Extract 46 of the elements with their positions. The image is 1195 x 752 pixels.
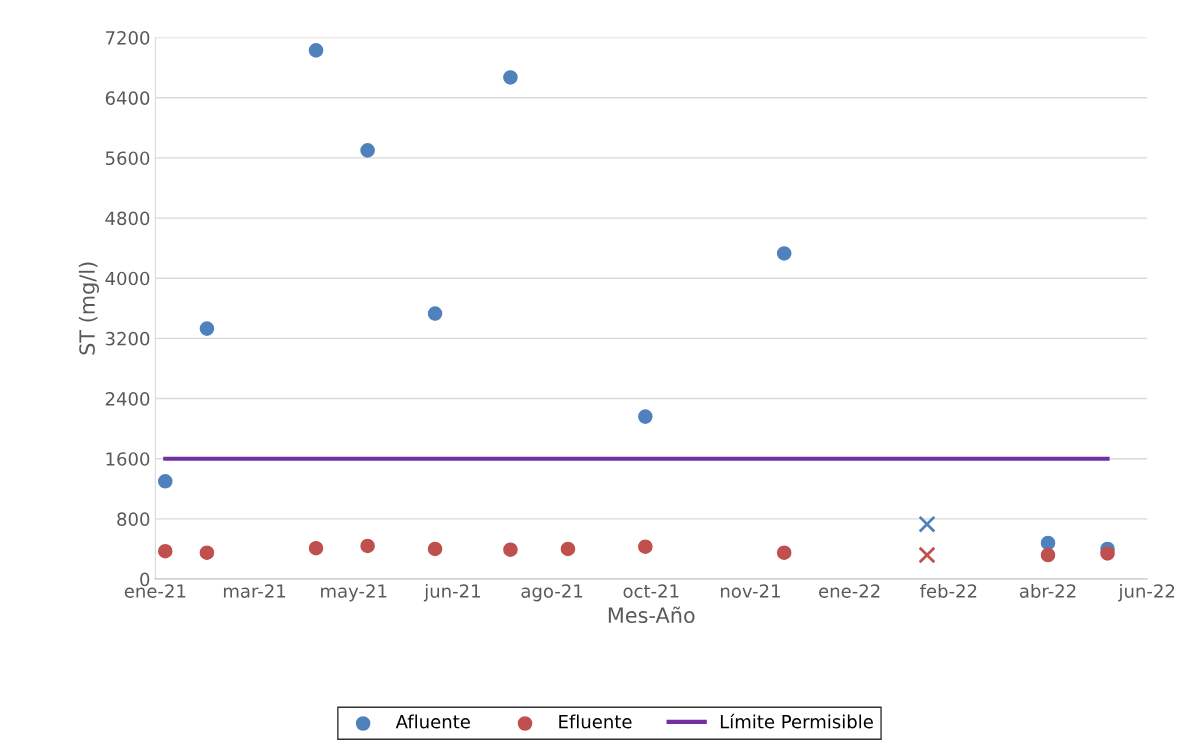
legend-label: Afluente <box>395 714 470 729</box>
x-tick-label: feb-22 <box>920 583 977 598</box>
x-tick-label: ago-21 <box>521 584 583 602</box>
x-tick-label: ene-22 <box>819 584 880 598</box>
point <box>638 409 653 424</box>
x-tick-label: oct-21 <box>623 584 679 598</box>
x-tick-label: jun-21 <box>423 583 480 602</box>
point <box>427 306 443 321</box>
x-tick-label: may-21 <box>321 584 387 602</box>
point <box>1100 546 1115 561</box>
legend-label: Límite Permisible <box>720 713 873 729</box>
y-tick-label: 5600 <box>105 151 150 166</box>
x-tick-label: abr-22 <box>1019 583 1076 598</box>
point <box>157 543 173 559</box>
point <box>308 540 324 556</box>
y-tick-label: 2400 <box>105 392 150 406</box>
point <box>157 473 173 489</box>
point <box>503 70 518 85</box>
point <box>776 545 792 561</box>
point <box>1040 535 1056 551</box>
x-axis-title: Mes-Año <box>608 606 695 624</box>
point <box>776 246 792 261</box>
y-tick-label: 6400 <box>105 91 150 105</box>
y-axis-title: ST (mg/l) <box>78 262 99 355</box>
x-tick-label: mar-21 <box>223 584 286 598</box>
point <box>918 546 936 564</box>
y-tick-label: 4800 <box>105 211 150 226</box>
point <box>199 321 215 336</box>
point <box>199 545 215 561</box>
point <box>560 541 576 557</box>
legend-label: Efluente <box>559 714 632 729</box>
point <box>308 43 324 58</box>
y-tick-label: 7200 <box>106 31 150 45</box>
point <box>918 515 936 533</box>
point <box>360 538 375 554</box>
x-tick-label: jun-22 <box>1118 583 1175 602</box>
y-tick-label: 800 <box>117 512 150 526</box>
point <box>360 143 375 158</box>
point <box>1040 547 1056 563</box>
point <box>638 539 653 554</box>
x-tick-label: nov-21 <box>721 584 780 598</box>
y-tick-label: 3200 <box>105 331 150 346</box>
y-tick-label: 4000 <box>105 271 150 286</box>
y-tick-label: 1600 <box>106 452 150 466</box>
point <box>503 542 518 557</box>
point <box>427 541 443 557</box>
